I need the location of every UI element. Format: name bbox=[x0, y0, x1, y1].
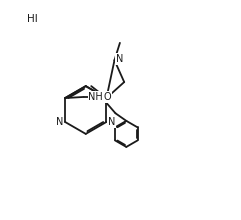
Text: N: N bbox=[56, 117, 63, 127]
Text: N: N bbox=[108, 117, 115, 127]
Text: O: O bbox=[104, 92, 112, 102]
Text: N: N bbox=[97, 93, 105, 103]
Text: HI: HI bbox=[27, 14, 38, 24]
Text: N: N bbox=[116, 54, 123, 64]
Text: NH: NH bbox=[88, 92, 103, 102]
